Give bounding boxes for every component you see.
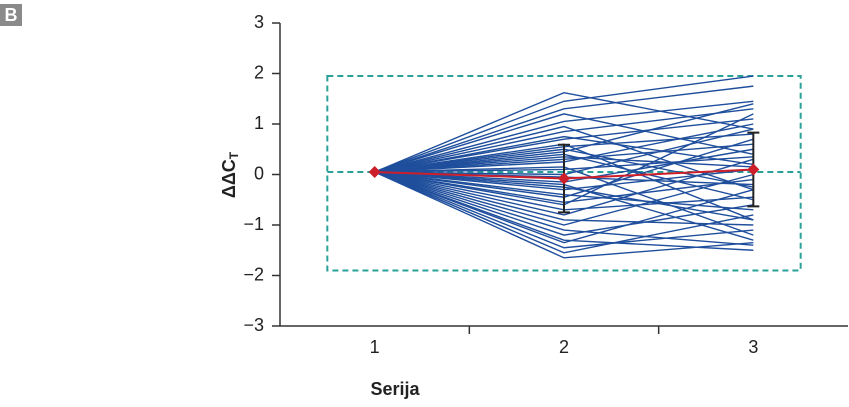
series-line	[374, 171, 754, 246]
limit-box	[326, 75, 802, 272]
series-line	[374, 135, 754, 173]
series-line	[374, 85, 754, 173]
series-line	[374, 171, 754, 251]
series-line	[374, 100, 754, 173]
y-tick-label: −3	[243, 315, 264, 335]
series-line	[374, 118, 754, 173]
y-tick-label: −1	[243, 214, 264, 234]
series-line	[374, 171, 754, 254]
mean-marker	[368, 165, 381, 178]
x-tick-label: 1	[370, 337, 380, 357]
panel-badge	[0, 4, 22, 26]
series-line	[374, 171, 754, 226]
y-label-main: ΔΔC	[219, 159, 239, 198]
mean-marker	[747, 163, 760, 176]
series-line	[374, 158, 754, 216]
series-line	[374, 171, 754, 259]
series-line	[374, 75, 754, 173]
series-line	[374, 171, 754, 226]
x-tick-label: 2	[559, 337, 569, 357]
y-label-sub: T	[227, 151, 241, 159]
mean-marker	[558, 172, 570, 185]
series-line	[374, 108, 754, 173]
y-tick-label: −2	[243, 264, 264, 284]
y-tick-label: 2	[254, 62, 264, 82]
series-line	[374, 125, 754, 191]
y-tick-label: 0	[254, 163, 264, 183]
y-tick-label: 3	[254, 12, 264, 32]
x-axis-label: Serija	[370, 379, 420, 399]
panel-label: B	[5, 5, 18, 25]
series-line	[374, 171, 754, 236]
y-tick-label: 1	[254, 113, 264, 133]
series-line	[374, 113, 754, 173]
series-line	[374, 171, 754, 244]
series-line	[374, 171, 754, 249]
y-axis-label: ΔΔCT	[219, 151, 241, 198]
x-tick-label: 3	[748, 337, 758, 357]
